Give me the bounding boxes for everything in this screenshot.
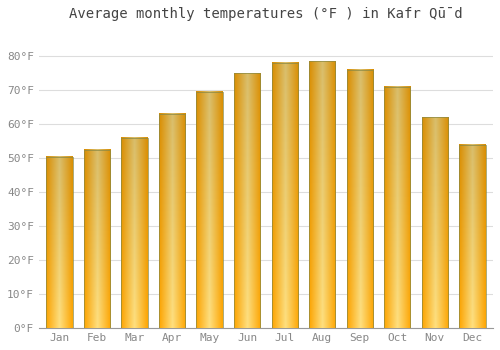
Bar <box>384 87 410 328</box>
Bar <box>346 70 373 328</box>
Bar <box>159 114 185 328</box>
Bar <box>122 138 148 328</box>
Bar <box>422 118 448 328</box>
Bar <box>272 63 298 328</box>
Bar <box>234 73 260 328</box>
Title: Average monthly temperatures (°F ) in Kafr Qū̄d: Average monthly temperatures (°F ) in Ka… <box>69 7 462 21</box>
Bar <box>46 156 72 328</box>
Bar <box>309 61 336 328</box>
Bar <box>196 92 223 328</box>
Bar <box>84 150 110 328</box>
Bar <box>460 145 485 328</box>
